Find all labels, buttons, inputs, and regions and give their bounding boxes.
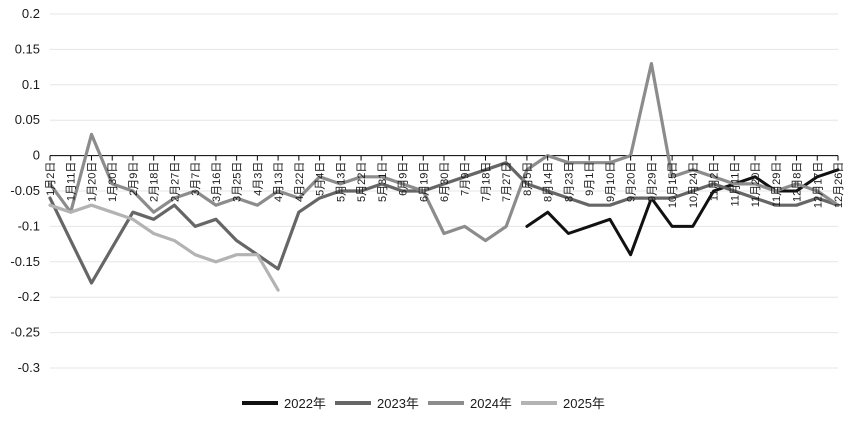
x-tick-label: 12月8日 — [792, 162, 804, 202]
y-tick-label: -0.25 — [10, 325, 40, 340]
x-tick-label: 9月29日 — [646, 162, 658, 202]
x-tick-label: 6月30日 — [439, 162, 451, 202]
x-tick-label: 4月3日 — [252, 162, 264, 196]
x-tick-label: 11月20日 — [750, 162, 762, 208]
x-tick-label: 4月13日 — [273, 162, 285, 202]
x-tick-label: 1月20日 — [86, 162, 98, 202]
y-tick-label: -0.15 — [10, 254, 40, 269]
x-tick-label: 6月19日 — [418, 162, 430, 202]
x-tick-label: 10月15日 — [667, 162, 679, 208]
series-line-3 — [48, 62, 840, 243]
x-tick-label: 8月14日 — [543, 162, 555, 202]
x-tick-label: 3月25日 — [232, 162, 244, 202]
x-tick-label: 4月22日 — [294, 162, 306, 202]
x-tick-label: 7月9日 — [460, 162, 472, 196]
series-line-1 — [525, 168, 840, 257]
x-tick-label: 10月24日 — [688, 162, 700, 208]
x-tick-label: 5月13日 — [335, 162, 347, 202]
series-lines — [48, 62, 840, 292]
x-tick-label: 9月10日 — [605, 162, 617, 202]
x-tick-label: 8月5日 — [522, 162, 534, 196]
x-tick-label: 7月27日 — [501, 162, 513, 202]
x-axis: 1月2日 1月11日 1月20日 1月30日 2月9日 2月18日 2月27日 3月7日 3月1… — [45, 155, 845, 208]
gridlines — [50, 13, 838, 369]
legend-label: 2024年 — [470, 396, 512, 411]
x-tick-label: 1月2日 — [45, 162, 57, 196]
x-tick-label: 11月2日 — [709, 162, 721, 202]
series-line-4 — [48, 203, 280, 292]
x-tick-label: 1月11日 — [66, 162, 78, 202]
y-tick-label: 0.2 — [22, 6, 40, 21]
x-tick-label: 7月18日 — [480, 162, 492, 202]
x-tick-label: 3月16日 — [211, 162, 223, 202]
legend-label: 2023年 — [377, 396, 419, 411]
x-tick-label: 2月9日 — [128, 162, 140, 196]
y-tick-label: -0.2 — [18, 289, 40, 304]
y-tick-label: 0.05 — [15, 112, 40, 127]
x-tick-label: 12月26日 — [833, 162, 845, 208]
legend: 2022年 2023年 2024年 2025年 — [242, 396, 605, 411]
y-tick-label: 0 — [33, 148, 40, 163]
y-tick-label: -0.1 — [18, 218, 40, 233]
x-tick-label: 6月9日 — [398, 162, 410, 196]
y-axis: 0.2 0.15 0.1 0.05 0 -0.05 -0.1 -0.15 -0.2 -0.25 -0… — [10, 6, 40, 375]
x-tick-label: 8月23日 — [563, 162, 575, 202]
legend-label: 2025年 — [563, 396, 605, 411]
x-tick-label: 11月11日 — [729, 162, 741, 207]
legend-label: 2022年 — [284, 396, 326, 411]
x-tick-label: 5月22日 — [356, 162, 368, 202]
x-tick-label: 9月1日 — [584, 162, 596, 196]
x-tick-label: 2月18日 — [149, 162, 161, 202]
x-tick-label: 3月7日 — [190, 162, 202, 196]
x-tick-label: 12月17日 — [812, 162, 824, 208]
x-tick-label: 5月31日 — [377, 162, 389, 202]
x-tick-label: 1月30日 — [107, 162, 119, 202]
x-tick-label: 5月4日 — [315, 162, 327, 196]
x-tick-label: 2月27日 — [169, 162, 181, 202]
y-tick-label: 0.15 — [15, 41, 40, 56]
x-tick-label: 9月20日 — [626, 162, 638, 202]
y-tick-label: -0.05 — [10, 183, 40, 198]
series-line-2 — [48, 161, 840, 285]
x-tick-label: 11月29日 — [771, 162, 783, 208]
y-tick-label: -0.3 — [18, 360, 40, 375]
y-tick-label: 0.1 — [22, 77, 40, 92]
